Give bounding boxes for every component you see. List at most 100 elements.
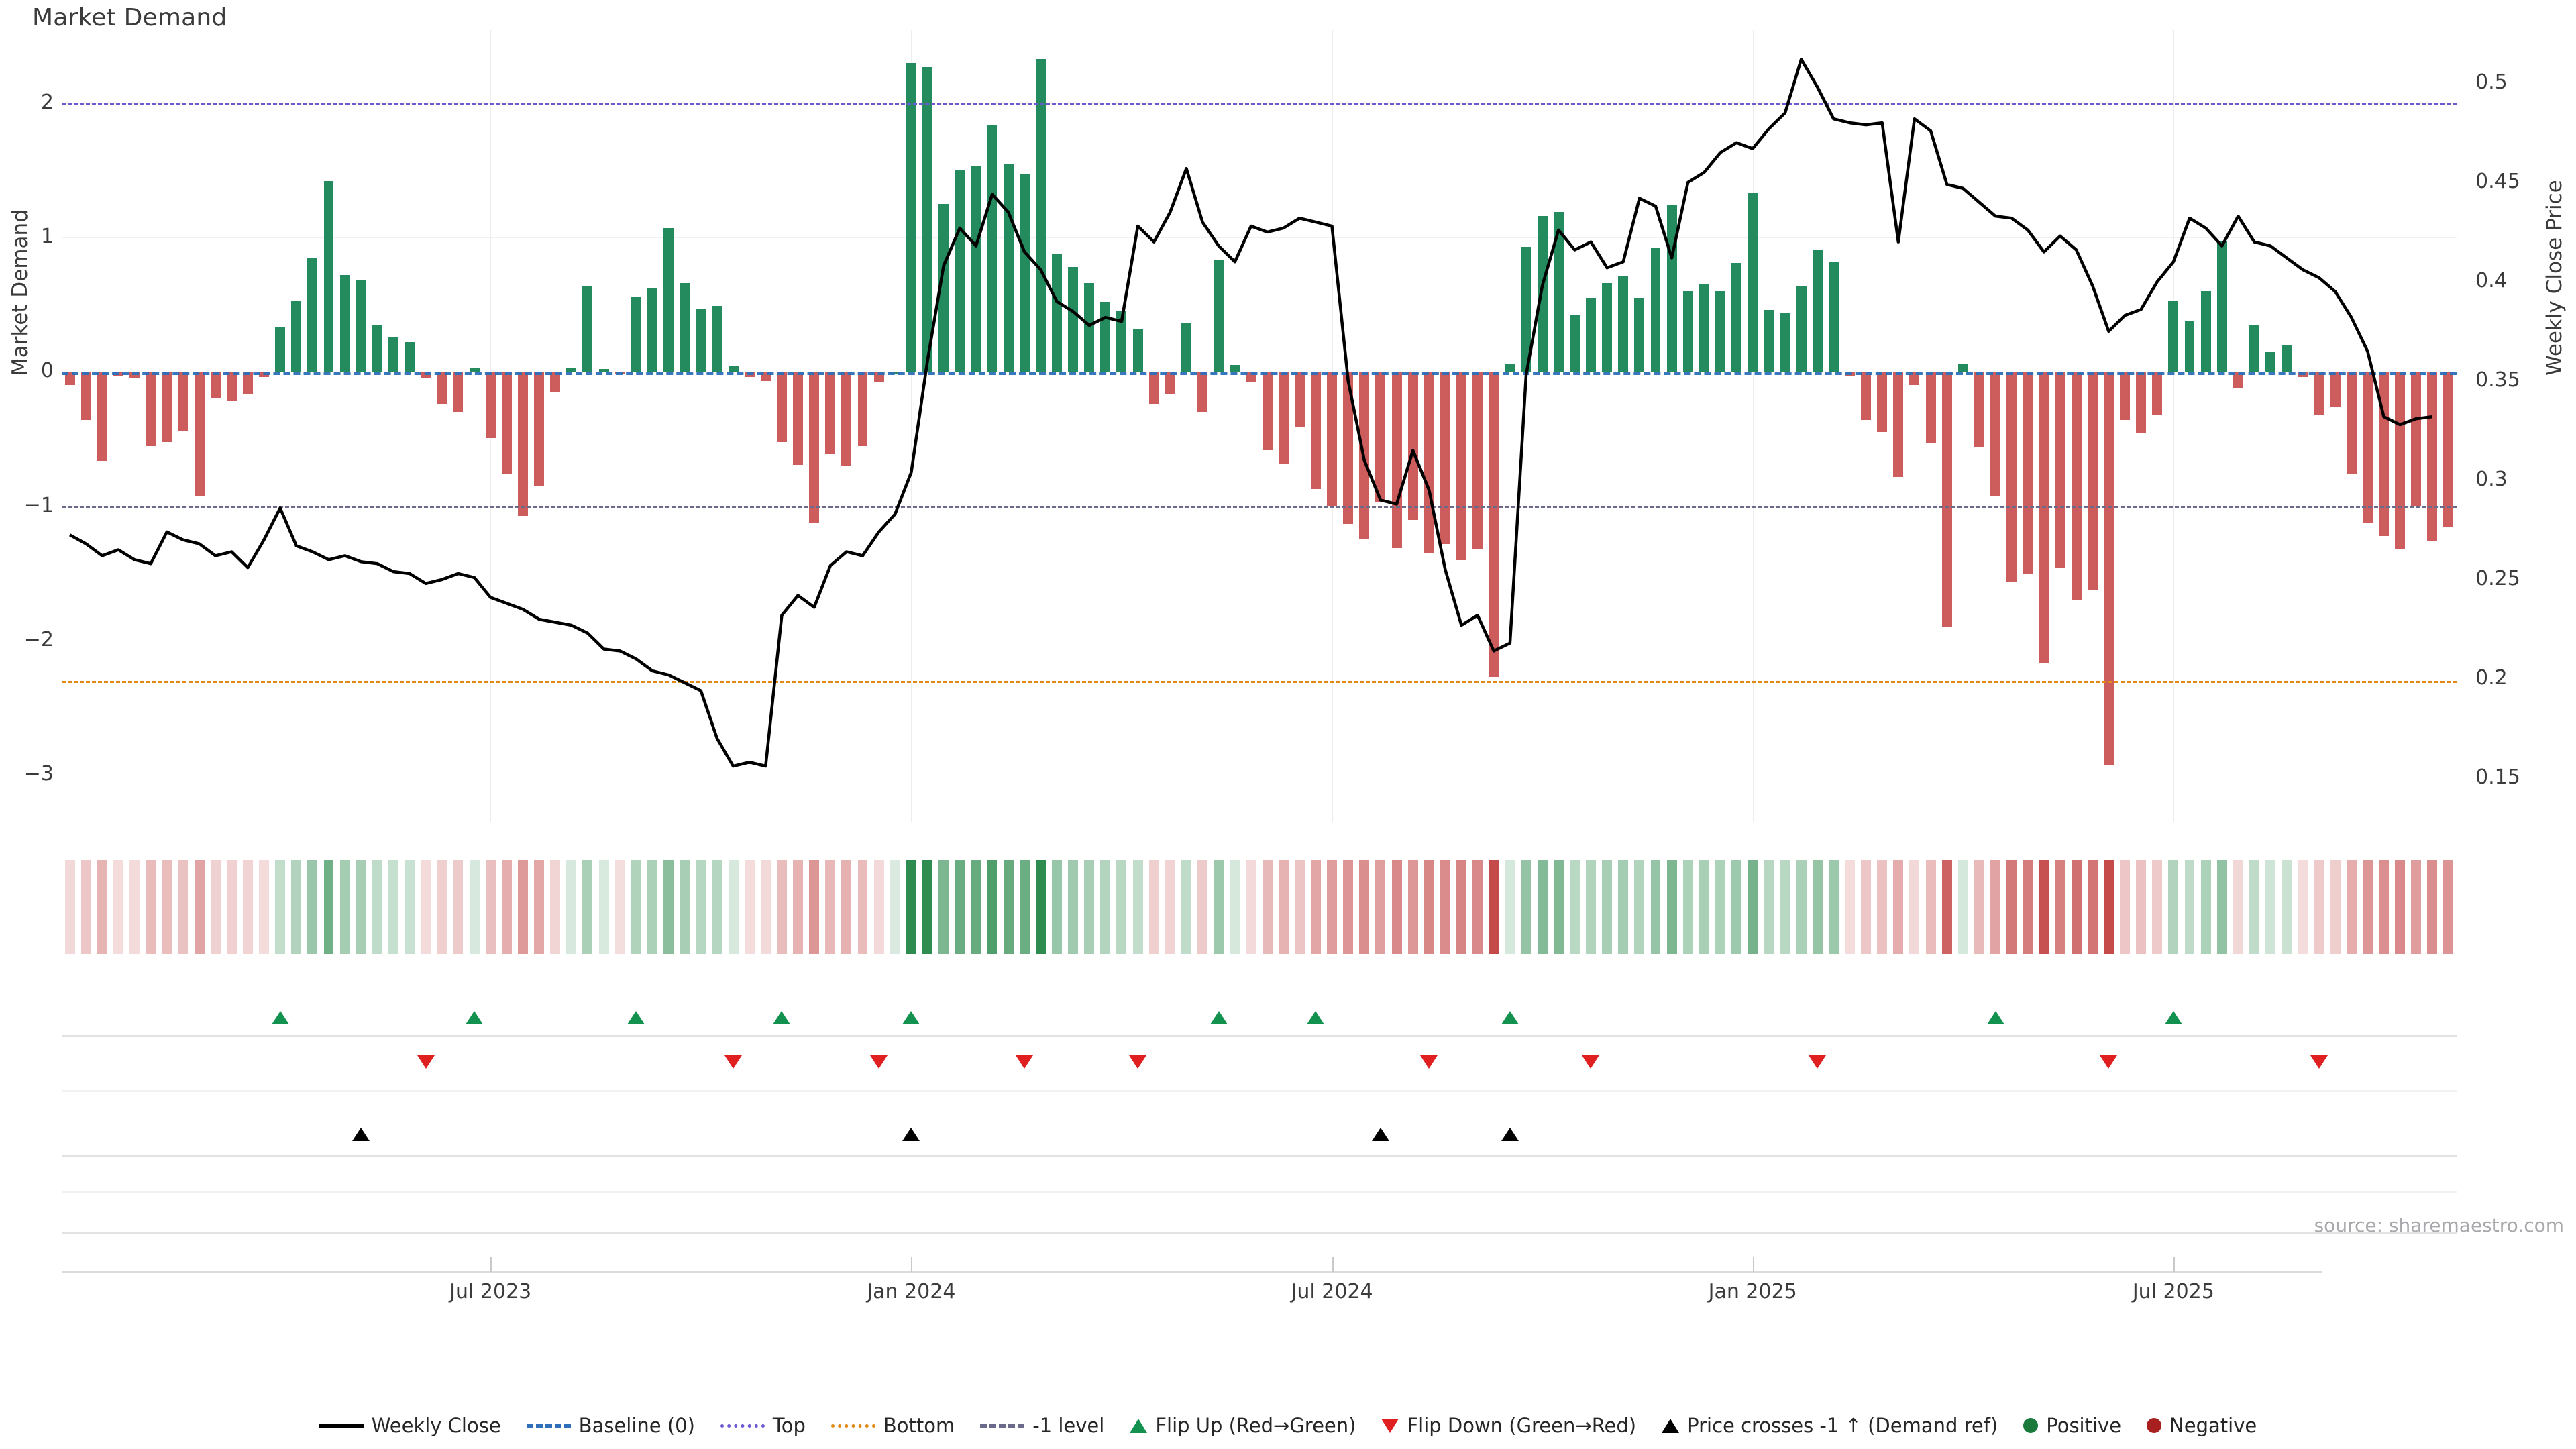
demand-bar [1731,263,1742,372]
demand-bar [1586,298,1596,372]
heatmap-cell [1699,860,1709,954]
heatmap-cell [1407,860,1418,954]
circle-icon [2147,1418,2162,1433]
flip-panel-divider [62,1035,2457,1037]
demand-bar [1634,298,1645,372]
demand-bar [1957,364,1968,372]
heatmap-cell [857,860,868,954]
flip-down-icon [1582,1055,1600,1069]
demand-bar [2282,345,2292,372]
demand-bar [2055,372,2065,568]
heatmap-cell [1310,860,1321,954]
heatmap-cell [1214,860,1224,954]
heatmap-cell [210,860,221,954]
y-tick-right: 0.35 [2475,368,2520,392]
demand-bar [1214,260,1224,372]
heatmap-cell [194,860,205,954]
heatmap-cell [1796,860,1807,954]
heatmap-cell [2216,860,2227,954]
demand-bar [1472,372,1483,549]
demand-bar [1116,311,1127,372]
heatmap-cell [1618,860,1629,954]
demand-bar [987,125,998,372]
price-cross-icon [902,1128,920,1141]
legend-item-label: Positive [2046,1414,2122,1437]
demand-bar [2265,352,2276,372]
legend-item[interactable]: Baseline (0) [526,1414,695,1437]
heatmap-cell [2200,860,2211,954]
demand-bar [598,369,609,372]
x-tick: Jul 2024 [1291,1280,1373,1303]
demand-bar [1682,291,1693,372]
heatmap-cell [760,860,771,954]
demand-bar [1974,372,1984,447]
legend-item-label: Flip Up (Red→Green) [1155,1414,1356,1437]
demand-bar [2136,372,2147,434]
heatmap-cell [1084,860,1095,954]
demand-bar [2168,301,2179,372]
y-tick-right: 0.5 [2475,70,2508,94]
heatmap-cell [841,860,852,954]
flip-down-icon [2310,1055,2328,1069]
demand-bar [825,372,836,454]
heatmap-cell [1116,860,1127,954]
legend-item-label: -1 level [1032,1414,1105,1437]
demand-bar [1327,372,1338,506]
heatmap-cell [614,860,625,954]
heatmap-cell [1877,860,1888,954]
legend-item[interactable]: Top [720,1414,806,1437]
heatmap-cell [2233,860,2243,954]
heatmap-cell [2395,860,2406,954]
heatmap-cell [469,860,480,954]
heatmap-cell [275,860,286,954]
x-tick-mark [2173,1257,2175,1272]
legend-item[interactable]: Weekly Close [319,1414,501,1437]
demand-bar [2006,372,2017,582]
legend-item[interactable]: Flip Up (Red→Green) [1130,1414,1356,1437]
heatmap-cell [517,860,528,954]
heatmap-cell [1375,860,1386,954]
heatmap-cell [307,860,318,954]
heatmap-cell [1682,860,1693,954]
demand-bar [1084,283,1095,372]
heatmap-cell [1019,860,1030,954]
flip-up-icon [1501,1011,1519,1024]
demand-bar [1990,372,2000,496]
x-tick-mark [1332,1257,1334,1272]
flip-down-icon [1129,1055,1147,1069]
heatmap-cell [2411,860,2422,954]
heatmap-cell [1990,860,2000,954]
demand-bar [339,275,350,372]
legend-item[interactable]: Negative [2147,1414,2257,1437]
heatmap-cell [1893,860,1904,954]
heatmap-cell [339,860,350,954]
demand-bar [307,258,318,372]
legend-item[interactable]: Price crosses -1 ↑ (Demand ref) [1662,1414,1998,1437]
heatmap-cell [1521,860,1532,954]
demand-bar [793,372,803,465]
flip-up-icon [271,1011,289,1024]
flip-up-icon [2164,1011,2182,1024]
heatmap-cell [1424,860,1434,954]
demand-bar [696,309,706,372]
heatmap-cell [1294,860,1305,954]
demand-bar [226,372,237,402]
heatmap-cell [1715,860,1725,954]
demand-bar [80,372,91,421]
heatmap-cell [663,860,674,954]
demand-bar [1230,365,1240,372]
heatmap-cell [2314,860,2324,954]
demand-bar [2314,372,2324,415]
legend-item[interactable]: Positive [2023,1414,2121,1437]
legend-item-label: Baseline (0) [578,1414,695,1437]
demand-bar [146,372,156,446]
demand-bar [1068,267,1079,372]
demand-bar [1440,372,1450,544]
legend-item[interactable]: Flip Down (Green→Red) [1381,1414,1636,1437]
line-solid-icon [319,1424,364,1428]
legend-item[interactable]: Bottom [830,1414,955,1437]
legend-item[interactable]: -1 level [980,1414,1104,1437]
heatmap-cell [582,860,593,954]
heatmap-cell [64,860,75,954]
heatmap-cell [1181,860,1191,954]
